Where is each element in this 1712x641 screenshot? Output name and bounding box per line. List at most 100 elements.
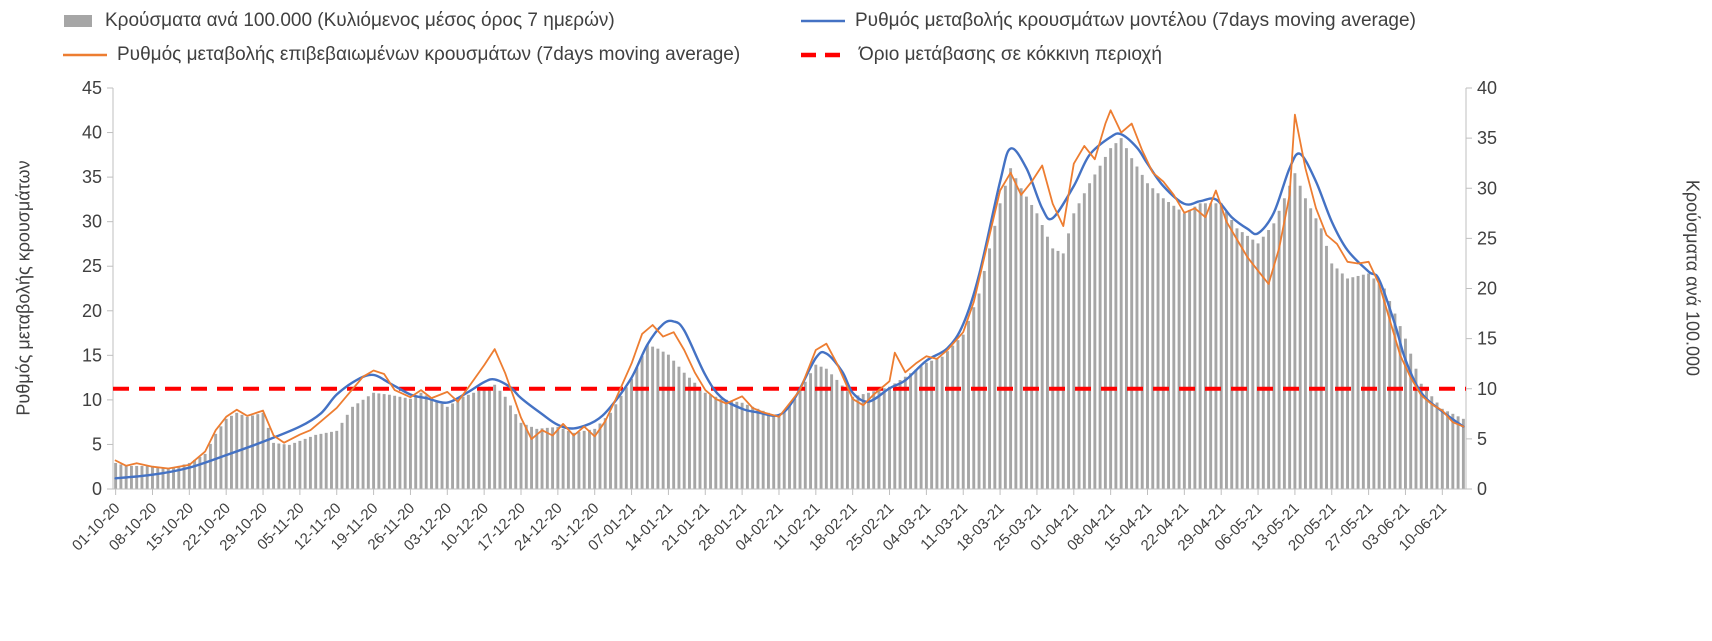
daily-cases-bar	[1014, 178, 1018, 489]
daily-cases-bar	[861, 394, 865, 489]
daily-cases-bar	[761, 410, 765, 489]
daily-cases-bar	[503, 396, 507, 489]
daily-cases-bar	[203, 453, 207, 489]
left-axis-tick-label: 15	[82, 345, 102, 365]
daily-cases-bar	[251, 415, 254, 489]
daily-cases-bar	[1019, 188, 1023, 489]
daily-cases-bar	[319, 433, 323, 489]
daily-cases-bar	[566, 430, 570, 489]
daily-cases-bar	[730, 400, 734, 489]
daily-cases-bar	[1382, 288, 1386, 489]
daily-cases-bar	[298, 440, 302, 489]
daily-cases-bar	[451, 403, 455, 489]
daily-cases-bar	[493, 384, 497, 489]
daily-cases-bar	[1303, 198, 1307, 489]
daily-cases-bar	[867, 392, 870, 489]
daily-cases-bar	[661, 351, 665, 489]
daily-cases-bar	[856, 395, 860, 489]
daily-cases-bar	[614, 404, 618, 489]
daily-cases-bar	[1440, 408, 1444, 489]
daily-cases-bar	[324, 432, 328, 489]
daily-cases-bar	[466, 394, 470, 489]
daily-cases-bar	[677, 366, 681, 489]
daily-cases-bar	[308, 436, 312, 489]
daily-cases-bar	[1051, 248, 1055, 489]
left-axis-tick-label: 45	[82, 78, 102, 98]
daily-cases-bar	[424, 395, 428, 489]
daily-cases-bar	[1388, 301, 1392, 489]
daily-cases-bar	[1230, 220, 1234, 489]
daily-cases-bar	[366, 396, 370, 489]
daily-cases-bar	[461, 396, 465, 489]
daily-cases-bar	[1335, 268, 1339, 489]
daily-cases-bar	[314, 434, 318, 489]
daily-cases-bar	[1114, 143, 1118, 489]
daily-cases-bar	[1246, 235, 1249, 489]
daily-cases-bar	[1340, 273, 1344, 489]
daily-cases-bar	[688, 377, 691, 489]
daily-cases-bar	[487, 386, 491, 489]
daily-cases-bar	[651, 346, 655, 489]
daily-cases-bar	[1414, 368, 1418, 489]
daily-cases-bar	[472, 392, 476, 489]
daily-cases-bar	[724, 399, 728, 489]
daily-cases-bar	[956, 340, 960, 489]
right-axis-title: Κρούσματα ανά 100.000	[1682, 179, 1703, 377]
daily-cases-bar	[1293, 173, 1297, 489]
daily-cases-bar	[1093, 174, 1097, 489]
daily-cases-bar	[282, 444, 286, 489]
legend-label-confirmed-rate: Ρυθμός μεταβολής επιβεβαιωμένων κρουσμάτ…	[117, 44, 741, 65]
daily-cases-bar	[556, 426, 560, 489]
daily-cases-bar	[1351, 277, 1355, 489]
right-axis-tick-label: 20	[1477, 279, 1497, 299]
daily-cases-bar	[819, 366, 823, 489]
daily-cases-bar	[193, 459, 197, 489]
daily-cases-bar	[977, 293, 981, 489]
daily-cases-bar	[635, 367, 639, 489]
daily-cases-bar	[935, 358, 939, 489]
dashed-line-swatch-icon	[801, 52, 849, 58]
daily-cases-bar	[1456, 416, 1460, 489]
daily-cases-bar	[335, 430, 339, 489]
daily-cases-bar	[582, 430, 586, 489]
daily-cases-bar	[967, 320, 970, 489]
daily-cases-bar	[1272, 223, 1276, 489]
daily-cases-bar	[430, 398, 433, 489]
daily-cases-bar	[666, 354, 670, 489]
daily-cases-bar	[530, 426, 533, 489]
left-axis-tick-label: 35	[82, 167, 102, 187]
daily-cases-bar	[261, 412, 265, 489]
daily-cases-bar	[1267, 230, 1271, 489]
daily-cases-bar	[140, 465, 144, 489]
daily-cases-bar	[740, 402, 744, 489]
daily-cases-bar	[1167, 202, 1170, 489]
daily-cases-bar	[514, 414, 518, 489]
daily-cases-bar	[1203, 203, 1207, 490]
daily-cases-bar	[577, 431, 581, 489]
daily-cases-bar	[277, 443, 281, 489]
daily-cases-bar	[208, 443, 212, 489]
daily-cases-bar	[1235, 228, 1239, 489]
daily-cases-bar	[151, 465, 154, 489]
daily-cases-bar	[630, 378, 634, 489]
daily-cases-bar	[1330, 263, 1334, 489]
legend-label-red-zone-threshold: Όριο μετάβασης σε κόκκινη περιοχή	[859, 44, 1162, 65]
daily-cases-bar	[1288, 185, 1292, 490]
right-axis-tick-label: 10	[1477, 379, 1497, 399]
daily-cases-bar	[1188, 209, 1192, 489]
daily-cases-bar	[998, 203, 1002, 490]
daily-cases-bar	[498, 390, 502, 489]
daily-cases-bar	[682, 372, 686, 489]
daily-cases-bar	[445, 406, 449, 489]
daily-cases-bar	[877, 389, 881, 489]
daily-cases-bar	[1046, 236, 1049, 489]
right-axis-tick-label: 30	[1477, 178, 1497, 198]
daily-cases-bar	[988, 248, 991, 489]
daily-cases-bar	[919, 366, 923, 489]
daily-cases-bar	[393, 395, 397, 489]
daily-cases-bar	[972, 307, 976, 489]
daily-cases-bar	[214, 433, 218, 489]
daily-cases-bar	[714, 396, 718, 489]
right-axis-tick-label: 35	[1477, 128, 1497, 148]
